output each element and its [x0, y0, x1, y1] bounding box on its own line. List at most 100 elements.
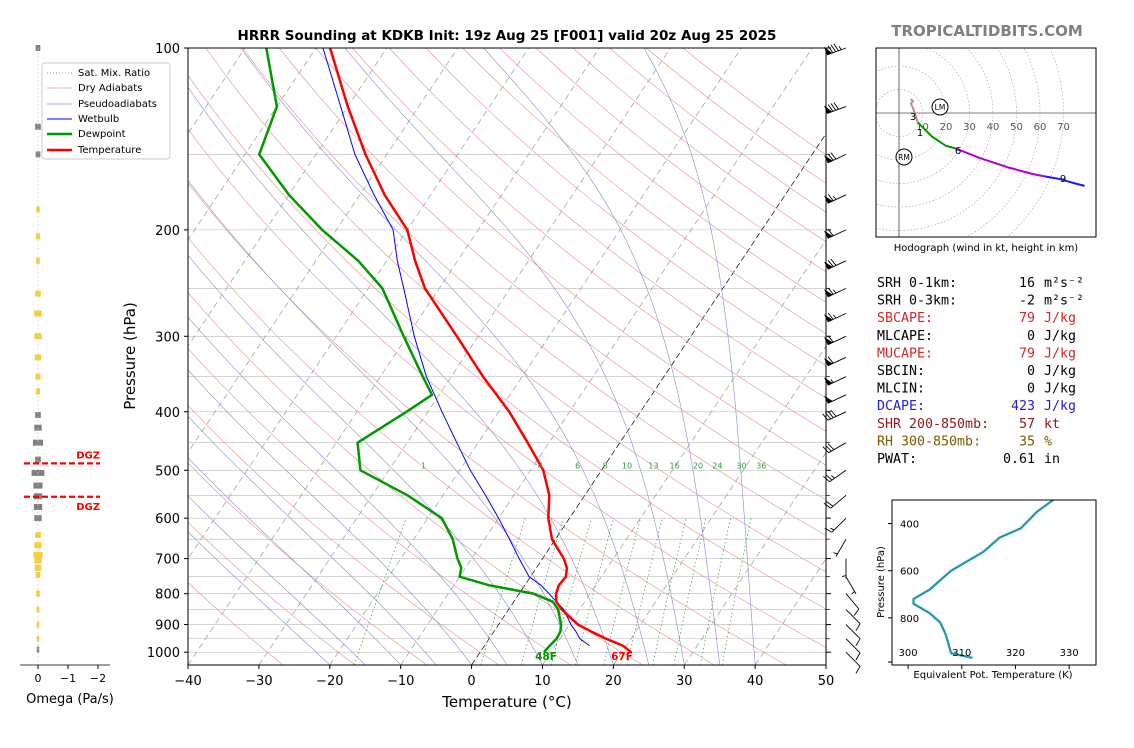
wind-barb-shaft — [827, 43, 847, 56]
wind-barb-flag — [823, 313, 833, 323]
index-row: DCAPE: 423 J/kg — [877, 399, 1076, 414]
wind-barb — [841, 558, 847, 579]
theta-e-trace — [912, 500, 1054, 660]
legend-dry-adiabats: Dry Adiabats — [78, 83, 142, 94]
hodograph-ring-label: 60 — [1034, 122, 1047, 133]
pseudoadiabat — [188, 179, 579, 665]
wind-barb — [823, 229, 847, 239]
index-unit: J/kg — [1044, 329, 1076, 344]
index-label: SRH 0-3km: — [877, 294, 957, 309]
wind-barb — [823, 356, 847, 367]
pseudoadiabat-lines — [188, 48, 756, 665]
pressure-tick-label: 300 — [155, 330, 180, 345]
wind-barb-flag — [823, 357, 833, 367]
wind-barb — [845, 651, 861, 674]
legend-temperature: Temperature — [77, 145, 141, 156]
pseudoadiabat — [643, 48, 756, 665]
wind-barb-shaft — [823, 494, 847, 509]
omega-tick-label: −1 — [60, 672, 76, 685]
dry-adiabat — [352, 48, 826, 432]
pseudoadiabat — [188, 531, 331, 665]
pressure-tick-label: 400 — [155, 406, 180, 421]
pressure-tick-label: 200 — [155, 224, 180, 239]
index-row: MLCAPE: 0 J/kg — [877, 329, 1076, 344]
temperature-tick-label: −10 — [387, 674, 414, 689]
index-label: DCAPE: — [877, 399, 925, 414]
hodograph-ring-label: 70 — [1057, 122, 1070, 133]
hodograph-ring — [1006, 48, 1064, 237]
wind-barb — [823, 494, 847, 509]
hodograph-ring-label: 20 — [940, 122, 953, 133]
chart-title: HRRR Sounding at KDKB Init: 19z Aug 25 [… — [238, 28, 777, 44]
omega-bar — [33, 503, 43, 510]
mixing-ratio-label: 4 — [538, 461, 543, 470]
isotherm-line — [613, 345, 826, 665]
wind-barb — [823, 287, 847, 298]
wind-barb — [824, 517, 847, 533]
wind-barb — [823, 152, 847, 164]
index-row: SBCIN: 0 J/kg — [877, 364, 1076, 379]
wind-barb-flag — [823, 336, 833, 346]
wind-barb-shaft — [823, 469, 847, 483]
mixing-ratio-label: 36 — [756, 461, 766, 470]
wind-barb — [823, 335, 847, 346]
hodograph-ring-label: 50 — [1010, 122, 1023, 133]
storm-motion-label: LM — [935, 103, 946, 112]
dry-adiabat — [205, 48, 826, 573]
temperature-tick-label: 30 — [676, 674, 693, 689]
index-unit: J/kg — [1044, 382, 1076, 397]
temperature-tick-label: 40 — [747, 674, 764, 689]
mixing-ratio-line — [700, 518, 731, 665]
mixing-ratio-label: 16 — [670, 461, 680, 470]
index-row: SHR 200-850mb: 57 kt — [877, 417, 1060, 432]
pseudoadiabat — [483, 48, 721, 665]
dgz-label: DGZ — [76, 450, 100, 461]
wind-barb-shaft — [841, 558, 847, 579]
index-label: MLCIN: — [877, 382, 925, 397]
isotherm-lines — [188, 48, 826, 665]
theta-e-y-tick-label: 400 — [900, 520, 919, 531]
hodograph-ring — [876, 48, 970, 184]
hodograph-height-label: 6 — [955, 146, 961, 157]
index-label: SBCIN: — [877, 364, 925, 379]
omega-bar — [35, 151, 41, 158]
wind-barb-flag — [823, 377, 833, 386]
hodograph-ring-label: 40 — [987, 122, 1000, 133]
wind-barb-flag — [823, 288, 833, 298]
isotherm-line — [542, 239, 826, 665]
wind-barb — [823, 43, 847, 56]
index-row: PWAT: 0.61 in — [877, 452, 1060, 467]
wind-barb — [823, 469, 847, 483]
skewt-legend: Sat. Mix. Ratio Dry Adiabats Pseudoadiab… — [41, 62, 171, 160]
mixing-ratio-label: 13 — [648, 461, 658, 470]
wind-barb-flag — [823, 154, 833, 164]
wind-barb — [822, 442, 847, 454]
omega-bar — [35, 571, 41, 578]
surface-dewpoint-label: 48F — [535, 651, 557, 663]
mixing-ratio-label: 10 — [622, 461, 632, 470]
wind-barb — [823, 394, 847, 404]
mixing-ratio-line — [721, 518, 752, 665]
mixing-ratio-label: 20 — [693, 461, 703, 470]
wind-barb-flag — [823, 46, 833, 56]
hodograph-segment — [909, 98, 919, 123]
temperature-tick-label: −30 — [245, 674, 272, 689]
hodograph-ring — [876, 48, 1017, 231]
hodograph-ring — [876, 48, 994, 208]
theta-e-x-tick-label: 300 — [899, 648, 918, 659]
wind-barb-shaft — [845, 576, 857, 595]
omega-bar — [33, 551, 43, 558]
hodograph-caption: Hodograph (wind in kt, height in km) — [894, 243, 1079, 254]
theta-e-y-tick-label: 600 — [900, 567, 919, 578]
omega-bar — [36, 635, 40, 642]
wind-barb-shaft — [827, 102, 847, 114]
pseudoadiabat — [188, 254, 543, 665]
wetbulb-line — [322, 48, 590, 647]
hodograph-segment — [1044, 175, 1085, 187]
wind-barb-flag — [823, 105, 833, 114]
omega-bar — [34, 515, 42, 522]
dry-adiabat — [188, 348, 571, 665]
mixing-ratio-label: 1 — [421, 461, 426, 470]
